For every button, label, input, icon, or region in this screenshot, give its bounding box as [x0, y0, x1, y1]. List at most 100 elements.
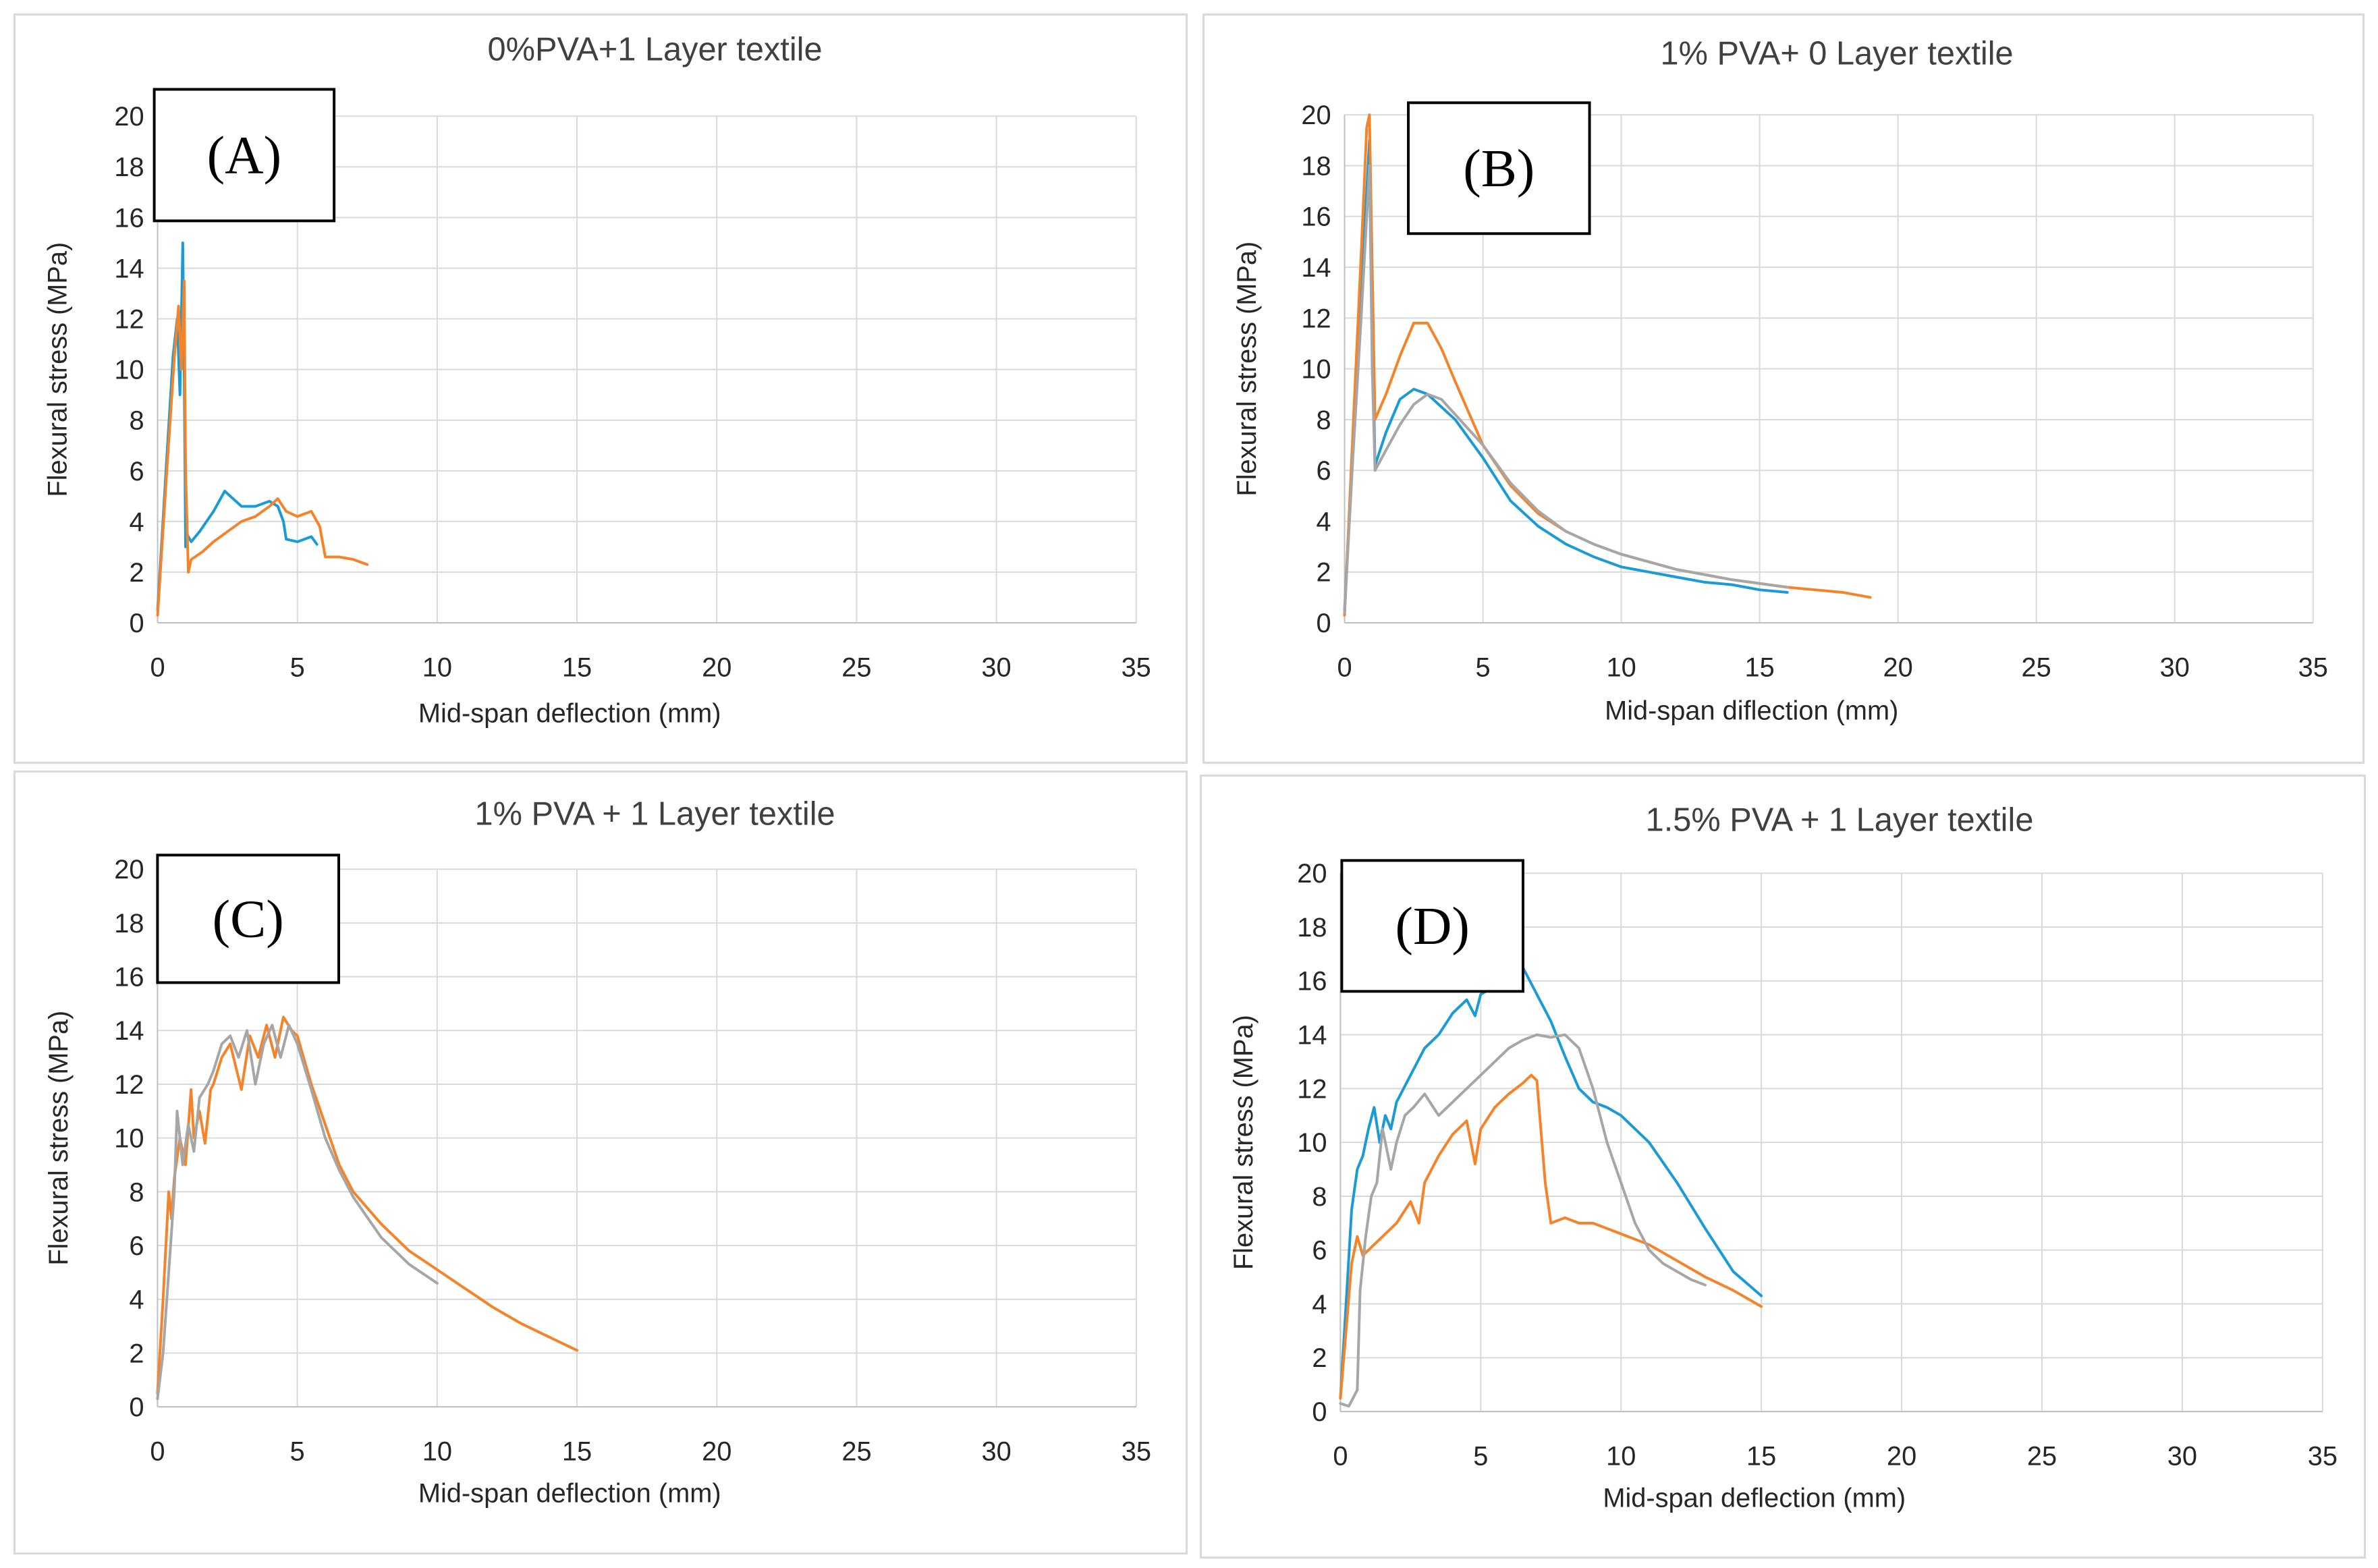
panel-tag-label: (B) — [1463, 139, 1534, 198]
y-tick-label: 14 — [1301, 253, 1331, 283]
y-tick-label: 10 — [1297, 1128, 1327, 1158]
y-tick-label: 8 — [130, 406, 144, 436]
y-tick-label: 20 — [1301, 101, 1331, 130]
series-line-specimen-2 — [1339, 1073, 1763, 1400]
x-tick-label: 5 — [1475, 653, 1490, 683]
x-tick-label: 10 — [422, 1437, 452, 1467]
y-axis-label: Flexural stress (MPa) — [1229, 1015, 1259, 1270]
x-tick-label: 20 — [702, 1437, 731, 1467]
y-tick-label: 18 — [1301, 151, 1331, 181]
y-tick-label: 4 — [130, 507, 144, 537]
x-tick-label: 15 — [1746, 1442, 1776, 1472]
y-tick-label: 18 — [114, 152, 144, 182]
x-tick-label: 25 — [841, 653, 871, 683]
panel-tag-label: (C) — [213, 890, 284, 949]
y-tick-label: 14 — [1297, 1021, 1327, 1051]
x-tick-label: 25 — [2022, 653, 2051, 683]
panel-tag-label: (A) — [207, 126, 281, 186]
chart-a: 0%PVA+1 Layer textile 0 2 4 6 8 10 12 14 16 18 20 0 5… — [43, 32, 1151, 729]
y-tick-label: 0 — [129, 1393, 144, 1422]
y-tick-label: 12 — [1297, 1074, 1327, 1104]
x-tick-label: 0 — [1337, 653, 1352, 683]
chart-title: 1.5% PVA + 1 Layer textile — [1646, 802, 2034, 839]
x-tick-label: 20 — [1887, 1442, 1916, 1472]
y-tick-label: 10 — [114, 356, 144, 385]
x-tick-label: 35 — [1122, 1437, 1151, 1467]
panel-tag-box — [156, 853, 341, 984]
x-tick-label: 5 — [290, 653, 305, 683]
y-tick-label: 16 — [114, 203, 144, 233]
series-line-specimen-2 — [156, 1024, 439, 1401]
y-tick-label: 4 — [1312, 1289, 1327, 1319]
y-tick-label: 8 — [1317, 405, 1331, 435]
series-line-specimen-2 — [156, 279, 369, 617]
y-tick-label: 18 — [114, 909, 144, 939]
x-tick-label: 10 — [422, 653, 452, 683]
y-tick-label: 8 — [129, 1177, 144, 1207]
y-tick-label: 12 — [1301, 304, 1331, 333]
x-tick-label: 25 — [841, 1437, 871, 1467]
y-tick-label: 2 — [129, 1339, 144, 1368]
y-tick-label: 2 — [1317, 558, 1331, 588]
y-tick-label: 0 — [130, 609, 144, 638]
y-tick-label: 12 — [114, 1070, 144, 1100]
panel-tag-label: (D) — [1395, 897, 1469, 956]
x-tick-label: 25 — [2027, 1442, 2057, 1472]
y-tick-label: 4 — [129, 1285, 144, 1315]
x-tick-label: 35 — [1122, 653, 1151, 683]
panel-tag-box — [153, 88, 336, 223]
y-tick-label: 2 — [1312, 1343, 1327, 1373]
x-tick-label: 0 — [150, 653, 165, 683]
x-axis-label: Mid-span deflection (mm) — [418, 698, 721, 728]
x-axis-label: Mid-span deflection (mm) — [1603, 1483, 1906, 1513]
series-line-specimen-1 — [156, 241, 319, 612]
panel-tag-box — [1340, 859, 1524, 993]
y-tick-label: 16 — [114, 963, 144, 992]
y-tick-label: 14 — [114, 254, 144, 283]
y-tick-label: 20 — [114, 102, 144, 132]
chart-panel-d: 1.5% PVA + 1 Layer textile 0 2 4 6 8 10 12 14 16 1… — [1200, 775, 2366, 1559]
x-tick-label: 0 — [150, 1437, 165, 1467]
x-axis-label: Mid-span deflection (mm) — [418, 1478, 721, 1508]
x-tick-label: 15 — [1745, 653, 1775, 683]
y-tick-label: 18 — [1297, 913, 1327, 943]
series-line-specimen-1 — [156, 1015, 579, 1395]
y-tick-label: 10 — [114, 1124, 144, 1154]
y-axis-label: Flexural stress (MPa) — [1232, 242, 1262, 497]
x-tick-label: 10 — [1606, 1442, 1636, 1472]
y-tick-label: 20 — [114, 855, 144, 885]
x-tick-label: 35 — [2298, 653, 2328, 683]
y-tick-label: 6 — [129, 1231, 144, 1261]
y-tick-label: 12 — [114, 304, 144, 334]
y-tick-label: 16 — [1301, 202, 1331, 232]
x-tick-label: 20 — [702, 653, 731, 683]
y-axis-label: Flexural stress (MPa) — [43, 242, 72, 497]
x-tick-label: 35 — [2308, 1442, 2338, 1472]
x-tick-label: 20 — [1883, 653, 1913, 683]
y-tick-label: 16 — [1297, 967, 1327, 997]
chart-title: 0%PVA+1 Layer textile — [488, 32, 823, 68]
y-tick-label: 4 — [1317, 507, 1331, 536]
series-line-specimen-3 — [1343, 164, 1789, 615]
y-tick-label: 10 — [1301, 355, 1331, 385]
y-tick-label: 20 — [1297, 859, 1327, 889]
x-tick-label: 15 — [562, 653, 592, 683]
series-line-specimen-3 — [1339, 1033, 1707, 1408]
x-axis-label: Mid-span diflection (mm) — [1605, 696, 1898, 725]
x-tick-label: 30 — [2167, 1442, 2197, 1472]
x-tick-label: 30 — [981, 653, 1011, 683]
y-axis-label: Flexural stress (MPa) — [44, 1011, 74, 1266]
y-tick-label: 6 — [1312, 1236, 1327, 1266]
chart-title: 1% PVA + 1 Layer textile — [475, 796, 835, 833]
chart-d: 1.5% PVA + 1 Layer textile 0 2 4 6 8 10 12 14 16 1… — [1229, 802, 2338, 1513]
panel-tag-box — [1407, 101, 1591, 235]
x-tick-label: 5 — [1473, 1442, 1488, 1472]
y-tick-label: 6 — [130, 457, 144, 486]
chart-panel-c: 1% PVA + 1 Layer textile 0 2 4 6 8 10 12 14 16 18 2… — [13, 771, 1188, 1555]
y-tick-label: 0 — [1312, 1397, 1327, 1427]
y-tick-label: 8 — [1312, 1182, 1327, 1212]
series-line-specimen-1 — [1339, 965, 1763, 1400]
chart-b: 1% PVA+ 0 Layer textile 0 2 4 6 8 10 12 14 16 18 20… — [1232, 36, 2328, 726]
chart-c: 1% PVA + 1 Layer textile 0 2 4 6 8 10 12 14 16 18 2… — [44, 796, 1151, 1509]
x-tick-label: 0 — [1333, 1442, 1348, 1472]
